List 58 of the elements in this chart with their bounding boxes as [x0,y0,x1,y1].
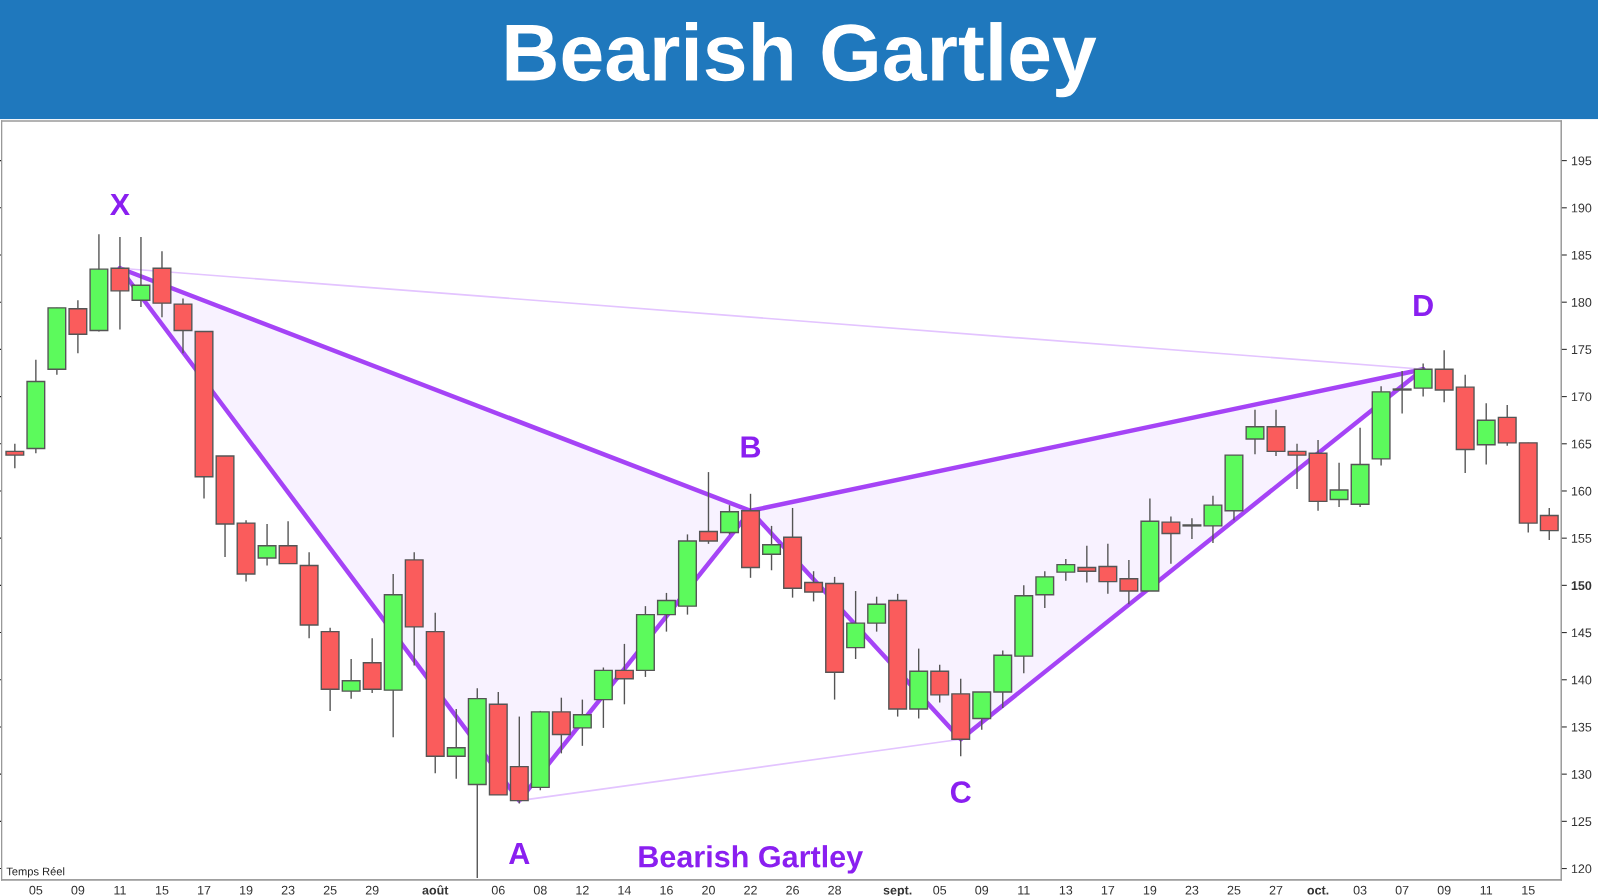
chart-title: Bearish Gartley [506,22,1097,98]
annotation: A [509,843,530,865]
x-tick-label: 27 [1269,885,1283,895]
x-tick-label: oct. [1307,886,1329,895]
y-tick-label: 125 [1571,817,1592,826]
x-tick-label: 29 [365,885,379,895]
x-tick-label: 20 [702,885,715,895]
x-tick-label: 12 [576,885,589,895]
x-tick-label: 28 [828,885,842,895]
y-tick-label: 135 [1571,722,1592,732]
x-tick-label: 23 [1185,885,1199,895]
x-tick-label: août [422,885,449,895]
x-tick-label: 26 [786,885,799,895]
x-tick-label: 06 [491,885,505,895]
x-tick-label: 17 [198,885,211,895]
y-tick-label: 195 [1571,156,1592,166]
annotation: Bearish Gartley [639,845,864,874]
y-tick-label: 175 [1571,345,1592,355]
x-tick-label: 08 [533,885,547,895]
y-tick-label: 190 [1571,203,1592,213]
annotation: C [950,781,971,803]
x-tick-label: 25 [1227,885,1241,895]
x-tick-label: 15 [1522,885,1535,895]
x-tick-label: 16 [660,885,673,895]
x-tick-label: 25 [323,885,337,895]
x-tick-label: 05 [933,885,947,895]
x-tick-label: 11 [1018,885,1030,895]
x-tick-label: 22 [744,885,757,895]
annotation: X [110,193,130,215]
annotation: B [741,436,761,458]
x-tick-label: 17 [1101,885,1115,895]
x-tick-label: 05 [29,885,43,895]
y-tick-label: 180 [1571,297,1592,307]
y-tick-label: 140 [1571,675,1592,685]
annotation: Temps Réel [6,867,65,878]
y-tick-label: 155 [1571,534,1592,543]
x-tick-label: 15 [155,885,169,895]
y-tick-label: 150 [1571,581,1592,591]
x-tick-label: 11 [114,885,126,895]
y-tick-label: 170 [1571,392,1592,402]
x-tick-label: 09 [1437,885,1451,895]
x-tick-label: 07 [1395,885,1409,895]
y-tick-label: 185 [1571,250,1592,260]
y-tick-label: 130 [1571,769,1592,779]
y-tick-label: 160 [1571,486,1592,496]
x-tick-label: 23 [281,885,295,895]
x-tick-label: 19 [1143,885,1157,895]
y-tick-label: 145 [1571,628,1592,638]
x-tick-label: 03 [1353,885,1367,895]
x-tick-label: 19 [240,885,253,895]
annotation: D [1414,294,1433,316]
x-tick-label: 14 [618,885,631,895]
x-tick-label: 09 [71,885,85,895]
y-tick-label: 120 [1571,864,1592,874]
x-tick-label: 09 [975,885,989,895]
y-tick-label: 165 [1571,439,1592,449]
x-tick-label: 13 [1059,885,1073,895]
x-tick-label: 11 [1480,885,1493,895]
